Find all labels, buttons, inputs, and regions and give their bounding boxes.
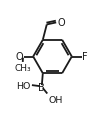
Text: B: B — [38, 82, 45, 92]
Text: O: O — [57, 18, 65, 28]
Text: F: F — [83, 52, 88, 62]
Text: OH: OH — [48, 95, 63, 104]
Text: O: O — [16, 52, 23, 62]
Text: CH₃: CH₃ — [15, 64, 32, 73]
Text: HO: HO — [17, 81, 31, 90]
